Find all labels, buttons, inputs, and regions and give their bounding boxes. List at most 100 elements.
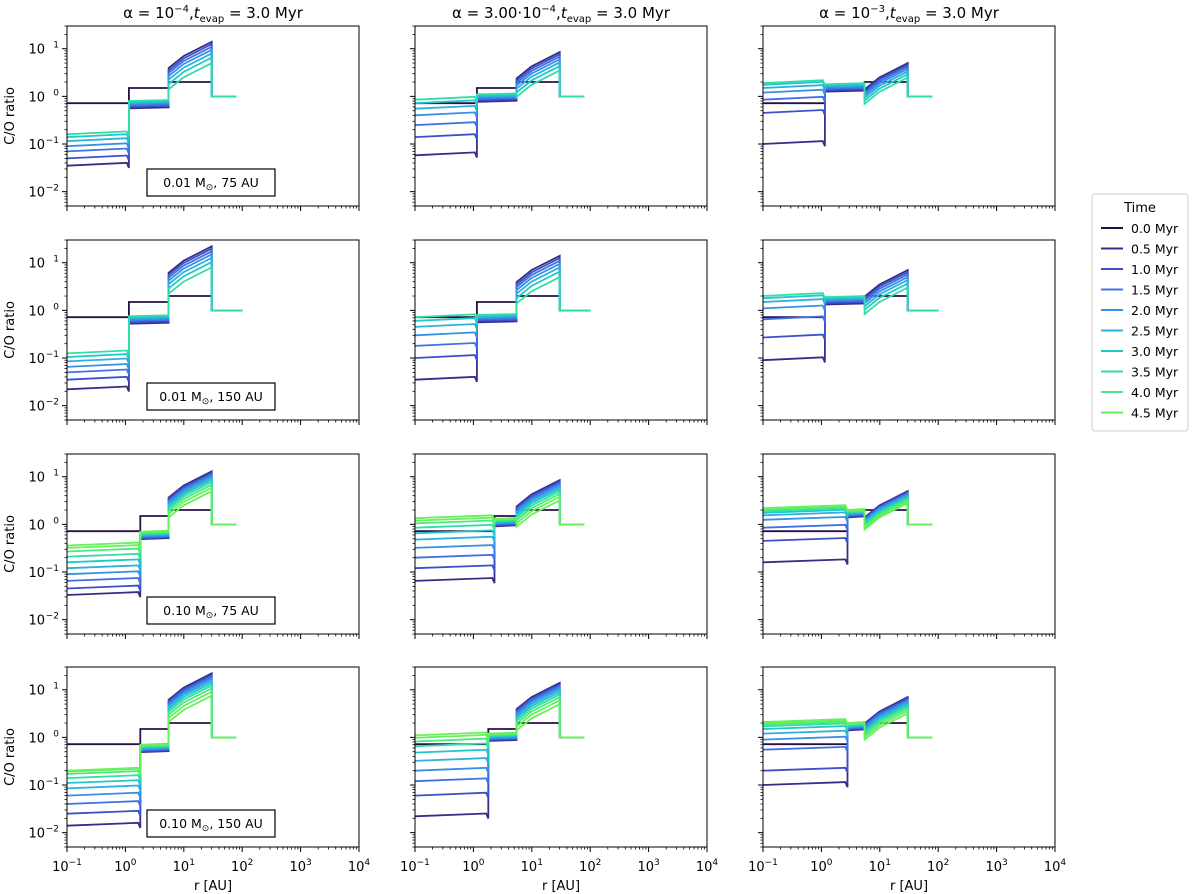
y-tick-exponent: −2 [46,612,59,622]
y-tick-label: 10 [28,731,45,746]
series-group [763,695,933,788]
legend-label: 4.0 Myr [1131,385,1179,400]
axes-frame [66,25,360,207]
panel-r4-c2: 10−1 100 101 102 103 104 r [AU] [400,666,718,894]
y-tick-label: 10 [28,43,45,58]
x-tick-label: 102 [927,858,949,875]
series-line-3-5-myr [763,75,933,106]
y-tick-label: 10 [28,566,45,581]
x-tick-label: 101 [521,858,543,875]
axes-frame [762,666,1056,848]
y-tick-exponent: 0 [53,729,59,739]
y-tick-exponent: −1 [46,777,59,787]
series-line-5-0-myr [415,702,585,739]
axes-frame [414,453,708,635]
series-line-5-0-myr [67,489,237,549]
legend-label: 3.0 Myr [1131,344,1179,359]
x-tick-label: 101 [869,858,891,875]
x-tick-label: 100 [462,858,485,875]
x-axis-label: r [AU] [890,879,928,894]
y-tick-label: 10 [28,352,45,367]
x-tick-label: 103 [637,858,659,875]
y-tick-exponent: 1 [53,682,59,692]
y-tick-label: 10 [28,684,45,699]
annotation-text: 0.10 M⊙, 75 AU [163,603,259,621]
legend: Time 0.0 Myr 0.5 Myr 1.0 Myr 1.5 Myr 2.0 Myr 2… [1091,193,1189,432]
series-line-3-5-myr [415,275,591,320]
y-tick-exponent: 0 [53,302,59,312]
y-tick-exponent: −2 [46,184,59,194]
annotation-box [146,382,276,411]
series-line-3-5-myr [415,69,585,103]
series-group [415,478,585,584]
panel-r2-c3 [758,239,1056,425]
x-tick-label: 102 [231,858,253,875]
series-group [763,268,939,363]
y-tick-label: 10 [28,257,45,272]
x-tick-label: 100 [810,858,833,875]
series-line-1-0-myr [763,270,939,340]
legend-label: 0.5 Myr [1131,242,1179,257]
series-line-3-5-myr [67,265,243,356]
y-axis-label: C/O ratio [3,87,18,145]
annotation-text: 0.01 M⊙, 75 AU [163,175,259,193]
y-tick-label: 10 [28,827,45,842]
annotation-box [146,809,276,838]
y-tick-label: 10 [28,779,45,794]
y-tick-label: 10 [28,400,45,415]
panel-r2-c2 [410,239,708,425]
y-tick-label: 10 [28,138,45,153]
axes-frame [762,453,1056,635]
panel-r1-c2 [410,25,708,211]
legend-label: 1.5 Myr [1131,283,1179,298]
series-line-0-5-myr [763,268,939,363]
series-group [763,61,933,147]
y-tick-exponent: −1 [46,564,59,574]
x-tick-label: 103 [289,858,311,875]
series-line-5-0-myr [763,711,933,742]
series-group [415,681,585,819]
y-tick-exponent: 1 [53,255,59,265]
x-tick-label: 10−1 [400,858,430,875]
legend-label: 1.0 Myr [1131,262,1179,277]
legend-label: 0.0 Myr [1131,221,1179,236]
series-group [67,244,243,392]
y-tick-label: 10 [28,518,45,533]
x-tick-label: 10−1 [748,858,778,875]
y-axis-label: C/O ratio [3,515,18,573]
axes-frame [414,25,708,207]
series-group [415,254,591,383]
axes-frame [66,239,360,421]
y-tick-label: 10 [28,614,45,629]
y-tick-exponent: −1 [46,136,59,146]
legend-label: 2.0 Myr [1131,303,1179,318]
annotation-box [146,596,276,625]
axes-frame [762,25,1056,207]
column-title-2: α = 3.00·10−4,tevap = 3.0 Myr [452,4,671,25]
axes-frame [414,666,708,848]
axes-frame [66,453,360,635]
column-titles: α = 10−4,tevap = 3.0 Myr α = 3.00·10−4,te… [123,4,1000,25]
series-line-0-0-myr [67,295,243,319]
x-axis-label: r [AU] [542,879,580,894]
x-tick-label: 102 [579,858,601,875]
y-axis-label: C/O ratio [3,301,18,359]
legend-label: 3.5 Myr [1131,365,1179,380]
series-group [415,50,585,158]
x-tick-label: 10−1 [52,858,82,875]
panel-r4-c3: 10−1 100 101 102 103 104 r [AU] [748,666,1067,894]
series-line-5-0-myr [415,498,585,529]
series-group [67,40,237,169]
y-tick-exponent: 0 [53,516,59,526]
y-tick-label: 10 [28,186,45,201]
y-axis-label: C/O ratio [3,728,18,786]
series-line-5-0-myr [67,694,237,774]
y-tick-exponent: 1 [53,41,59,51]
panel-r1-c3 [758,25,1056,211]
x-tick-label: 104 [1044,858,1067,875]
